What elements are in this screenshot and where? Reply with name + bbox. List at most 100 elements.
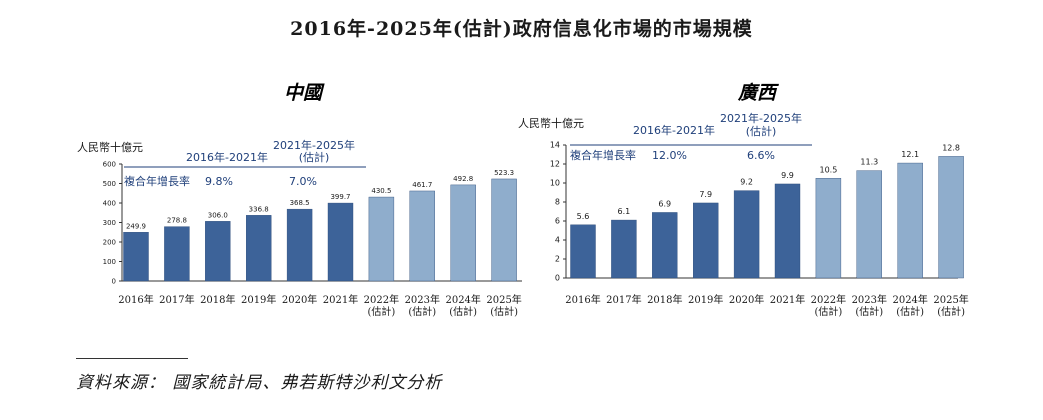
chart-china-data-label: 368.5 <box>290 199 310 207</box>
chart-guangxi-bar <box>570 224 596 279</box>
chart-china-bar <box>491 178 517 282</box>
chart-china-bar <box>368 196 395 282</box>
chart-china-y-tick-label: 600 <box>103 161 116 169</box>
chart-china-category-label: 2023年 <box>405 293 440 306</box>
chart-china-period2-note: (估計) <box>299 150 330 164</box>
chart-guangxi-category-label: 2022年 <box>811 293 846 306</box>
chart-china-y-tick-label: 400 <box>103 200 116 208</box>
chart-guangxi-data-label: 5.6 <box>577 212 590 221</box>
chart-guangxi-bar <box>611 219 637 279</box>
chart-guangxi-y-tick-label: 8 <box>555 198 560 207</box>
chart-guangxi-category-note: (估計) <box>896 305 924 318</box>
chart-china-cagr-label: 複合年增長率 <box>124 174 190 188</box>
chart-china-bar <box>450 184 476 282</box>
chart-china-data-label: 306.0 <box>208 211 228 219</box>
chart-guangxi-category-label: 2024年 <box>892 293 927 306</box>
chart-china-category-label: 2025年 <box>486 293 521 306</box>
chart-guangxi-bar <box>774 183 801 279</box>
chart-guangxi-bar <box>856 170 882 279</box>
page-title: 2016年-2025年(估計)政府信息化市場的市場規模 <box>290 18 753 40</box>
chart-guangxi-data-label: 6.9 <box>658 199 671 208</box>
chart-guangxi: 廣西 人民幣十億元 2016年-2021年 2021年-2025年 (估計) 複… <box>518 82 969 318</box>
chart-guangxi-y-tick-label: 10 <box>550 179 560 188</box>
chart-china-category-note: (估計) <box>490 305 518 318</box>
chart-china-bar <box>164 226 190 282</box>
chart-guangxi-data-label: 6.1 <box>618 207 631 216</box>
chart-china-period2: 2021年-2025年 <box>273 138 355 152</box>
chart-guangxi-y-tick-label: 6 <box>555 217 560 226</box>
source-label: 資料來源： <box>76 373 166 393</box>
chart-china-category-label: 2020年 <box>282 293 317 306</box>
chart-china-data-label: 336.8 <box>249 205 269 213</box>
chart-china-data-label: 249.9 <box>126 222 146 230</box>
chart-guangxi-data-label: 9.9 <box>781 171 794 180</box>
chart-guangxi-data-label: 12.8 <box>942 143 960 152</box>
chart-guangxi-category-label: 2019年 <box>688 293 723 306</box>
chart-guangxi-bar <box>733 190 760 279</box>
chart-guangxi-category-note: (估計) <box>937 305 965 318</box>
chart-china-y-tick-label: 500 <box>103 180 116 188</box>
chart-china-category-label: 2024年 <box>445 293 480 306</box>
chart-china: 中國 人民幣十億元 2016年-2021年 2021年-2025年 (估計) 複… <box>77 82 522 318</box>
source-divider <box>76 358 188 359</box>
chart-china-category-note: (估計) <box>367 305 395 318</box>
chart-china-category-label: 2022年 <box>364 293 399 306</box>
chart-china-bar <box>327 202 354 282</box>
chart-china-category-note: (估計) <box>408 305 436 318</box>
chart-china-data-label: 430.5 <box>371 187 391 195</box>
chart-china-bar <box>245 215 272 282</box>
chart-guangxi-unit: 人民幣十億元 <box>518 116 584 130</box>
chart-guangxi-y-tick-label: 2 <box>555 255 560 264</box>
chart-guangxi-data-label: 7.9 <box>699 190 712 199</box>
chart-guangxi-category-label: 2023年 <box>852 293 887 306</box>
chart-china-bar <box>409 190 435 282</box>
chart-china-category-note: (估計) <box>449 305 477 318</box>
chart-guangxi-y-tick-label: 0 <box>555 274 560 283</box>
chart-guangxi-bar <box>815 178 842 279</box>
chart-guangxi-bar <box>897 162 923 279</box>
chart-guangxi-category-label: 2017年 <box>606 293 641 306</box>
chart-guangxi-cagr1: 12.0% <box>652 149 687 162</box>
chart-guangxi-period1: 2016年-2021年 <box>633 123 715 137</box>
chart-guangxi-cagr-label: 複合年增長率 <box>570 148 636 162</box>
chart-guangxi-y-tick-label: 12 <box>550 160 560 169</box>
chart-china-category-label: 2017年 <box>159 293 194 306</box>
chart-guangxi-data-label: 10.5 <box>819 165 837 174</box>
chart-guangxi-cagr2: 6.6% <box>747 149 775 162</box>
chart-china-cagr1: 9.8% <box>205 175 233 188</box>
chart-guangxi-category-label: 2016年 <box>565 293 600 306</box>
chart-china-unit: 人民幣十億元 <box>77 140 143 154</box>
chart-china-title: 中國 <box>284 82 325 104</box>
chart-china-data-label: 461.7 <box>412 181 432 189</box>
chart-guangxi-data-label: 12.1 <box>901 150 919 159</box>
chart-guangxi-plot: 0 2 4 6 8 10 12 14 5.6 2016年 6.1 2017年 6.9 2018年 7.9 20… <box>550 141 969 319</box>
chart-china-category-label: 2016年 <box>118 293 153 306</box>
chart-china-data-label: 399.7 <box>330 193 350 201</box>
chart-china-y-tick-label: 200 <box>103 239 116 247</box>
chart-guangxi-category-note: (估計) <box>814 305 842 318</box>
chart-guangxi-data-label: 11.3 <box>860 158 878 167</box>
chart-guangxi-bar <box>938 156 964 279</box>
chart-guangxi-bar <box>652 212 678 279</box>
chart-china-bar <box>205 221 231 282</box>
chart-guangxi-data-label: 9.2 <box>740 178 753 187</box>
chart-china-y-tick-label: 100 <box>103 258 116 266</box>
chart-guangxi-category-label: 2021年 <box>770 293 805 306</box>
chart-guangxi-category-label: 2025年 <box>933 293 968 306</box>
chart-guangxi-bar <box>693 202 719 279</box>
chart-china-y-tick-label: 300 <box>103 219 116 227</box>
chart-guangxi-category-note: (估計) <box>855 305 883 318</box>
source-note: 資料來源： 國家統計局、弗若斯特沙利文分析 <box>76 368 442 393</box>
chart-china-period1: 2016年-2021年 <box>186 150 268 164</box>
chart-china-category-label: 2021年 <box>323 293 358 306</box>
chart-china-bar <box>286 208 313 282</box>
chart-china-category-label: 2019年 <box>241 293 276 306</box>
chart-china-category-label: 2018年 <box>200 293 235 306</box>
chart-guangxi-y-tick-label: 14 <box>550 141 560 150</box>
chart-china-data-label: 523.3 <box>494 169 514 177</box>
source-text: 國家統計局、弗若斯特沙利文分析 <box>172 373 443 393</box>
chart-guangxi-title: 廣西 <box>737 82 779 104</box>
chart-china-y-tick-label: 0 <box>112 278 116 286</box>
chart-guangxi-category-label: 2018年 <box>647 293 682 306</box>
